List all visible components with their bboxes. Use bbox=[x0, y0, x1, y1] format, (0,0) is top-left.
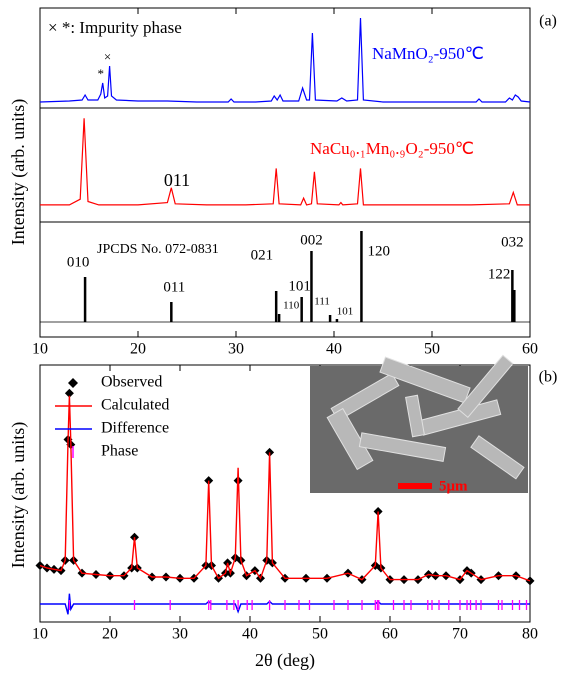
legend-symbol bbox=[68, 378, 78, 388]
legend-label: Difference bbox=[101, 420, 169, 437]
peak-index-label: 032 bbox=[501, 234, 524, 250]
profile-line bbox=[40, 593, 530, 615]
frame-a bbox=[39, 7, 531, 338]
x-tick-label: 50 bbox=[312, 626, 328, 643]
observed-point bbox=[64, 388, 74, 398]
peak-index-label: 011 bbox=[163, 279, 185, 295]
peak-index-label: 111 bbox=[314, 296, 330, 308]
panel-label: (b) bbox=[539, 369, 558, 386]
scale-label: 5μm bbox=[439, 478, 468, 494]
x-tick-label: 40 bbox=[326, 341, 342, 358]
spectrum-line bbox=[40, 118, 530, 206]
legend-label: Observed bbox=[101, 374, 162, 391]
inset-crystals bbox=[326, 354, 525, 480]
x-tick-label: 60 bbox=[522, 341, 538, 358]
observed-point bbox=[35, 560, 45, 570]
legend-label: Calculated bbox=[101, 397, 169, 414]
x-axis-label: 2θ (deg) bbox=[255, 650, 315, 671]
spectrum-line bbox=[39, 17, 531, 103]
x-tick-label: 10 bbox=[32, 341, 48, 358]
x-tick-label: 80 bbox=[522, 626, 538, 643]
observed-point bbox=[265, 447, 275, 457]
y-axis-label: Intensity (arb. units) bbox=[8, 99, 29, 245]
x-tick-label: 50 bbox=[424, 341, 440, 358]
peak-index-label: 110 bbox=[283, 300, 300, 312]
frame-b bbox=[39, 364, 531, 623]
panel-label: (a) bbox=[539, 13, 557, 30]
x-tick-label: 40 bbox=[242, 626, 258, 643]
impurity-marker: * bbox=[97, 66, 104, 81]
peak-index-label: 002 bbox=[300, 232, 323, 248]
x-tick-label: 20 bbox=[102, 626, 118, 643]
impurity-marker: × bbox=[104, 49, 111, 64]
annotation: JPCDS No. 072-0831 bbox=[97, 242, 219, 257]
x-tick-label: 10 bbox=[32, 626, 48, 643]
series-label: NaMnO₂-950℃ bbox=[372, 44, 484, 63]
peak-index-label: 101 bbox=[337, 306, 354, 318]
peak-index-label: 122 bbox=[488, 266, 511, 282]
annotation: × *: Impurity phase bbox=[48, 18, 182, 37]
inset: 5μm bbox=[310, 354, 528, 494]
peak-index-label: 021 bbox=[251, 247, 274, 263]
peak-index-label: 101 bbox=[288, 278, 311, 294]
scale-bar bbox=[398, 483, 432, 489]
legend-label: Phase bbox=[101, 443, 138, 460]
peak-index-label: 010 bbox=[67, 254, 90, 270]
x-tick-label: 20 bbox=[130, 341, 146, 358]
x-tick-label: 30 bbox=[172, 626, 188, 643]
y-axis-label: Intensity (arb. units) bbox=[8, 422, 29, 568]
x-tick-label: 30 bbox=[228, 341, 244, 358]
x-tick-label: 70 bbox=[452, 626, 468, 643]
annotation: 011 bbox=[164, 170, 190, 190]
peak-index-label: 120 bbox=[367, 243, 390, 259]
profile-line bbox=[39, 395, 531, 582]
series-label: NaCu₀.₁Mn₀.₉O₂-950℃ bbox=[310, 139, 474, 158]
x-tick-label: 60 bbox=[382, 626, 398, 643]
